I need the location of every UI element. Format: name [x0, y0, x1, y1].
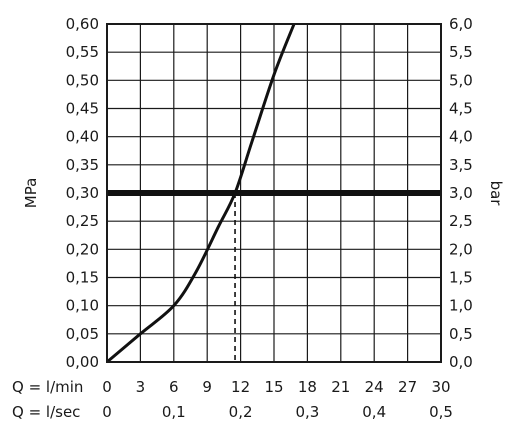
y-right-tick-label: 1,5 [449, 269, 473, 287]
y-left-tick-label: 0,00 [66, 353, 99, 371]
y-right-tick-label: 0,0 [449, 353, 473, 371]
y-left-tick-label: 0,25 [66, 212, 99, 230]
x-secondary-tick-label: 0,4 [362, 403, 386, 421]
y-right-axis-title: bar [487, 181, 505, 207]
x-primary-tick-label: 12 [231, 378, 250, 396]
y-right-tick-label: 0,5 [449, 325, 473, 343]
y-left-tick-label: 0,20 [66, 240, 99, 258]
y-right-tick-labels: 0,0 0,5 1,0 1,5 2,0 2,5 3,0 3,5 4,0 4,5 5,0 5,5 6,0 [449, 15, 473, 371]
x-primary-tick-label: 24 [365, 378, 384, 396]
y-right-tick-label: 4,0 [449, 128, 473, 146]
y-right-tick-label: 1,0 [449, 297, 473, 315]
reference-layer [107, 190, 441, 362]
y-left-tick-label: 0,50 [66, 71, 99, 89]
x-primary-tick-label: 27 [398, 378, 417, 396]
y-right-tick-label: 2,0 [449, 240, 473, 258]
y-left-tick-label: 0,10 [66, 297, 99, 315]
y-right-tick-label: 3,5 [449, 156, 473, 174]
y-left-tick-label: 0,45 [66, 100, 99, 118]
y-right-tick-label: 3,0 [449, 184, 473, 202]
x-secondary-tick-label: 0,5 [429, 403, 453, 421]
y-right-tick-label: 5,5 [449, 43, 473, 61]
curve-layer [106, 23, 296, 364]
x-primary-tick-label: 9 [202, 378, 212, 396]
y-left-tick-label: 0,15 [66, 269, 99, 287]
x-primary-tick-labels: 0 3 6 9 12 15 18 21 24 27 30 [102, 378, 450, 396]
x-secondary-tick-label: 0 [102, 403, 112, 421]
y-left-tick-label: 0,55 [66, 43, 99, 61]
x-primary-tick-label: 3 [136, 378, 146, 396]
y-left-axis-title: MPa [22, 178, 40, 209]
x-secondary-tick-label: 0,3 [295, 403, 319, 421]
y-left-tick-label: 0,05 [66, 325, 99, 343]
x-secondary-axis-title: Q = l/sec [12, 403, 80, 421]
x-primary-axis-title: Q = l/min [12, 378, 83, 396]
y-left-tick-label: 0,35 [66, 156, 99, 174]
y-right-tick-label: 5,0 [449, 71, 473, 89]
x-secondary-tick-label: 0,2 [229, 403, 253, 421]
y-left-tick-label: 0,30 [66, 184, 99, 202]
x-primary-tick-label: 30 [431, 378, 450, 396]
x-secondary-tick-labels: 0 0,1 0,2 0,3 0,4 0,5 [102, 403, 453, 421]
x-primary-tick-label: 18 [298, 378, 317, 396]
y-left-tick-label: 0,40 [66, 128, 99, 146]
pressure-flow-curve [106, 23, 296, 364]
x-primary-tick-label: 6 [169, 378, 179, 396]
y-left-tick-label: 0,60 [66, 15, 99, 33]
y-right-tick-label: 6,0 [449, 15, 473, 33]
x-primary-tick-label: 15 [264, 378, 283, 396]
x-primary-tick-label: 0 [102, 378, 112, 396]
x-secondary-tick-label: 0,1 [162, 403, 186, 421]
x-primary-tick-label: 21 [331, 378, 350, 396]
y-left-tick-labels: 0,00 0,05 0,10 0,15 0,20 0,25 0,30 0,35 0,40 0,45… [66, 15, 99, 371]
y-right-tick-label: 2,5 [449, 212, 473, 230]
plot-frame [106, 23, 442, 363]
y-right-tick-label: 4,5 [449, 100, 473, 118]
